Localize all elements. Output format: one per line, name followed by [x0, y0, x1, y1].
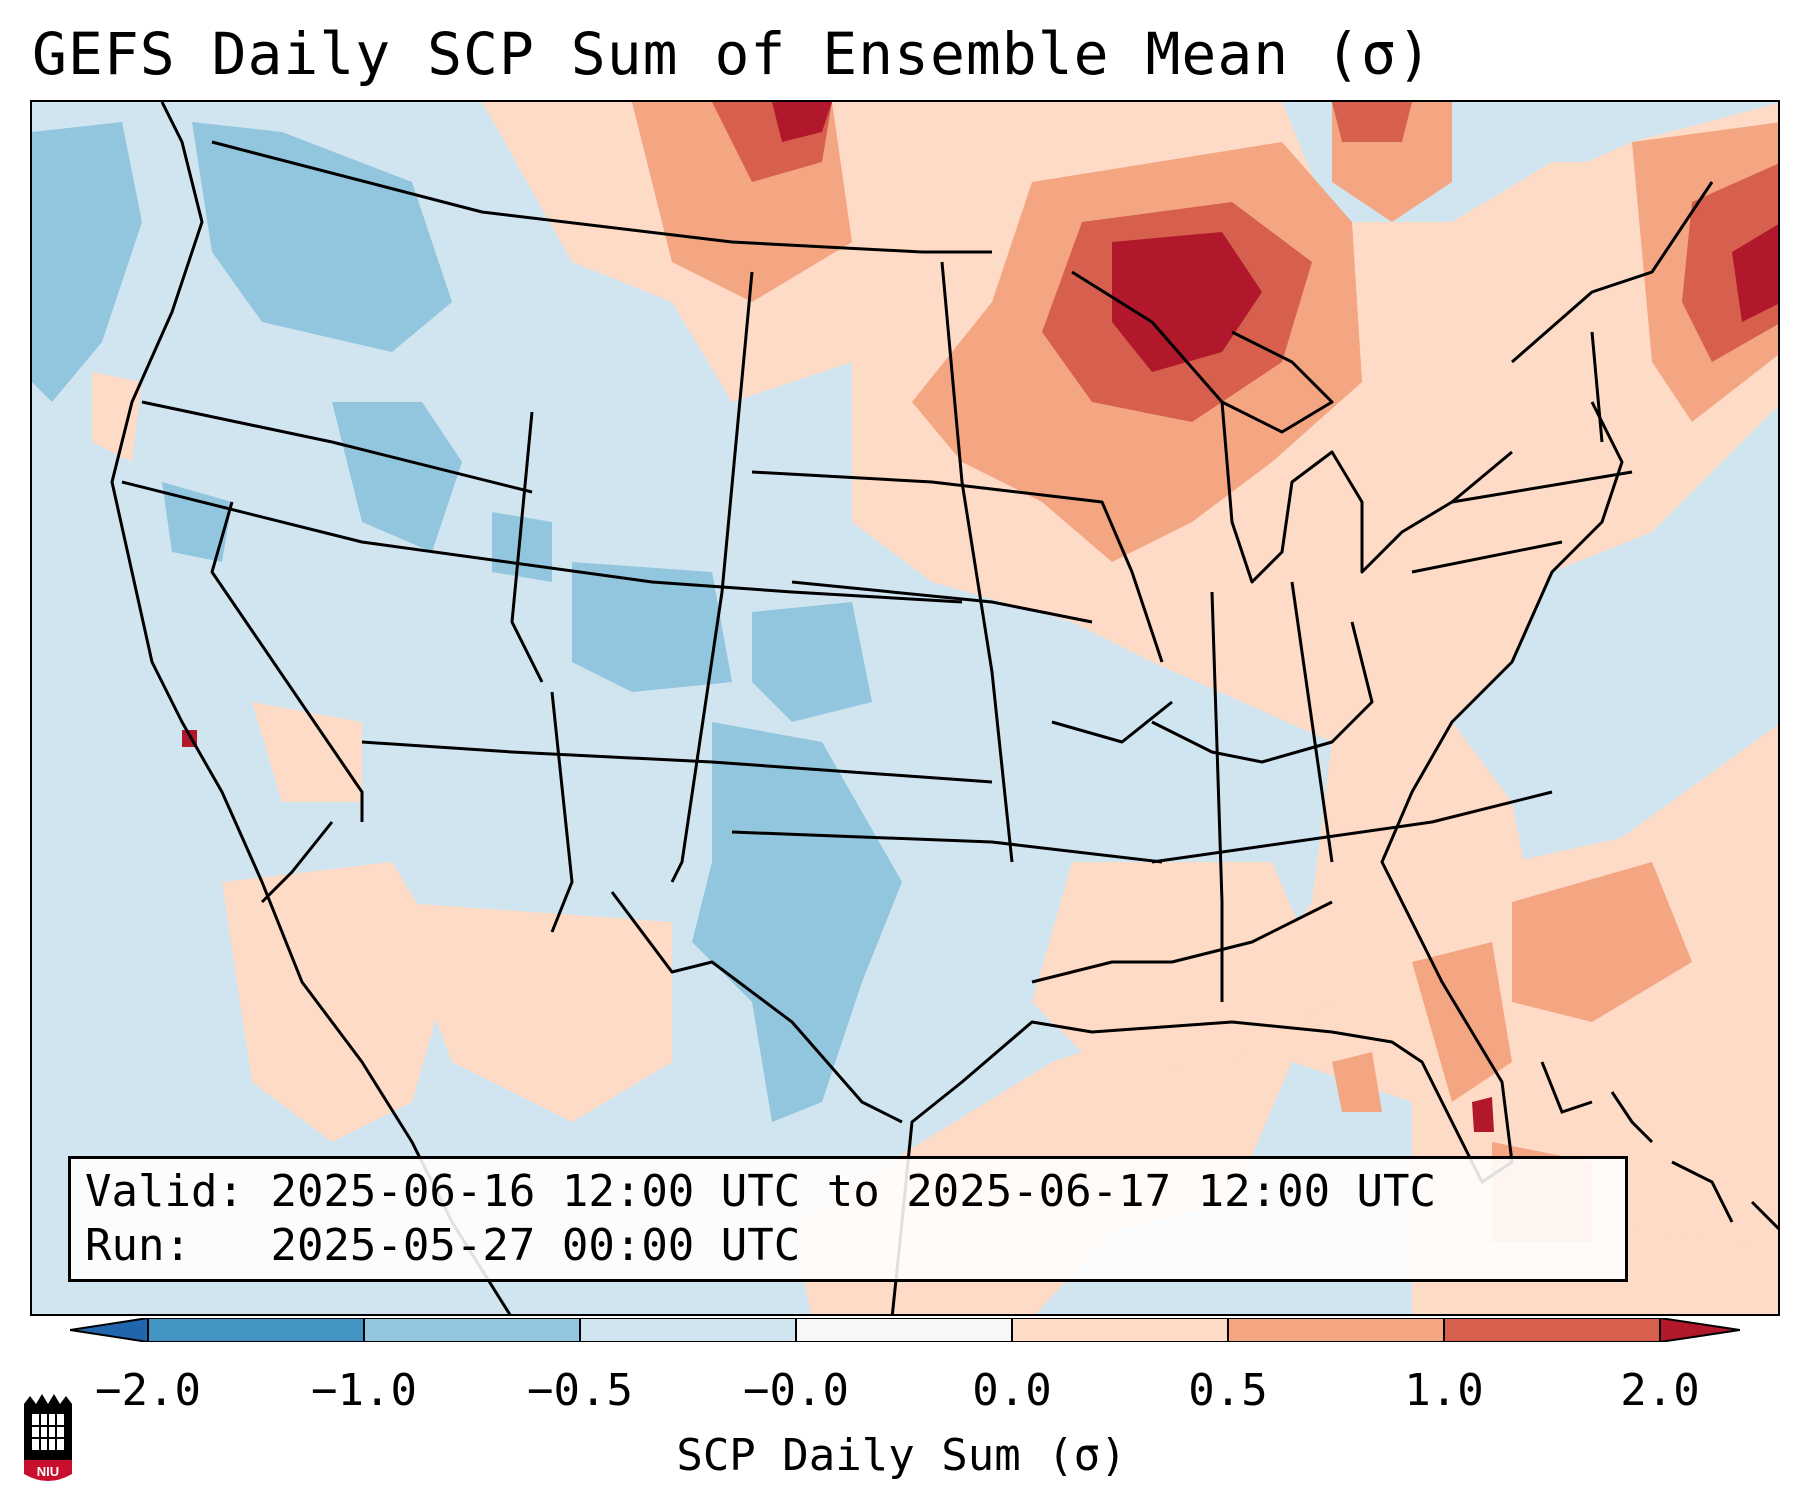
state-line-15	[1411, 540, 1563, 574]
state-line-12	[1031, 900, 1333, 984]
valid-label: Valid:	[85, 1166, 244, 1217]
northeast-coast	[1511, 181, 1714, 364]
great-lakes-shore	[1220, 401, 1513, 584]
state-line-6	[670, 271, 754, 883]
state-line-10	[731, 830, 1163, 864]
niu-logo-icon: NIU	[24, 1394, 72, 1481]
colorbar-tick-label: −0.5	[527, 1365, 633, 1416]
positive-anomaly-extreme	[182, 102, 1778, 1132]
colorbar-segment-1	[148, 1318, 364, 1342]
colorbar	[70, 1318, 1740, 1342]
colorbar-segment-3	[580, 1318, 796, 1342]
state-line-5	[510, 411, 544, 683]
valid-time-line: Valid: 2025-06-16 12:00 UTC to 2025-06-1…	[85, 1165, 1611, 1219]
state-line-20	[610, 891, 903, 1124]
state-line-22	[1051, 700, 1173, 744]
colorbar-label: SCP Daily Sum (σ)	[676, 1430, 1127, 1481]
colorbar-extend-high	[1660, 1318, 1740, 1342]
state-line-18	[550, 691, 574, 933]
state-line-19	[260, 821, 334, 904]
colorbar-segment-6	[1228, 1318, 1444, 1342]
colorbar-tick-label: 1.0	[1404, 1365, 1484, 1416]
state-line-17	[1590, 331, 1604, 443]
map-title: GEFS Daily SCP Sum of Ensemble Mean (σ)	[32, 20, 1433, 88]
state-line-21	[1151, 621, 1374, 764]
state-line-1	[141, 400, 533, 494]
colorbar-segment-5	[1012, 1318, 1228, 1342]
negative-anomaly-patches	[32, 122, 902, 1122]
state-line-3	[210, 501, 364, 822]
state-line-8	[751, 470, 1164, 663]
state-line-16	[1451, 470, 1633, 504]
colorbar-extend-low	[70, 1318, 148, 1342]
colorbar-tick-label: 0.0	[972, 1365, 1052, 1416]
colorbar-segment-2	[364, 1318, 580, 1342]
run-value: 2025-05-27 00:00 UTC	[270, 1220, 801, 1271]
valid-value: 2025-06-16 12:00 UTC to 2025-06-17 12:00…	[270, 1166, 1437, 1217]
state-line-9	[791, 580, 1093, 624]
run-label: Run:	[85, 1220, 191, 1271]
state-line-7	[940, 261, 1014, 863]
map-panel: Valid: 2025-06-16 12:00 UTC to 2025-06-1…	[30, 100, 1780, 1316]
boundary-lines	[110, 102, 1714, 1314]
colorbar-tick-label: 2.0	[1620, 1365, 1700, 1416]
colorbar-tick-marks	[147, 1318, 1661, 1342]
state-line-14	[1290, 581, 1334, 863]
colorbar-tick-label: −1.0	[311, 1365, 417, 1416]
colorbar-tick-label: −2.0	[95, 1365, 201, 1416]
caribbean-islands	[1540, 1061, 1778, 1231]
state-line-2	[121, 480, 963, 604]
scp-anomaly-map	[32, 102, 1778, 1314]
colorbar-segment-4	[796, 1318, 1012, 1342]
valid-run-info-box: Valid: 2025-06-16 12:00 UTC to 2025-06-1…	[68, 1156, 1628, 1282]
colorbar-segment-7	[1444, 1318, 1660, 1342]
lake-superior-shore	[1071, 270, 1334, 434]
run-time-line: Run: 2025-05-27 00:00 UTC	[85, 1219, 1611, 1273]
colorbar-tick-label: 0.5	[1188, 1365, 1268, 1416]
logo-text: NIU	[37, 1464, 59, 1479]
colorbar-tick-label: −0.0	[743, 1365, 849, 1416]
state-line-11	[1151, 790, 1553, 864]
pacific-coastline	[110, 102, 512, 1314]
state-line-4	[361, 740, 993, 784]
us-canada-border	[211, 140, 992, 254]
state-line-13	[1210, 591, 1224, 1002]
